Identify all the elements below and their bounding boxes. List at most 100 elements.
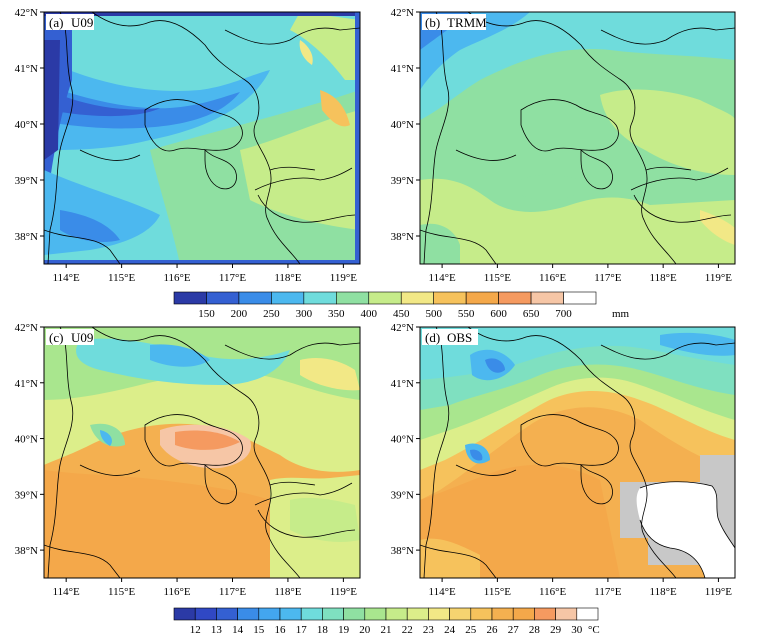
precip-colorbar-swatch	[563, 291, 597, 305]
precip-colorbar-unit: mm	[612, 308, 630, 320]
panel-d-xtick-label: 116°E	[539, 586, 566, 598]
temp-colorbar-label: 28	[529, 624, 541, 636]
panel-a-boundaries	[44, 12, 360, 264]
panel-c-ytick-label: 42°N	[15, 322, 38, 334]
panel-b-ytick-label: 42°N	[391, 7, 414, 19]
panel-b-ytick-label: 41°N	[391, 63, 414, 75]
temp-colorbar-label: 16	[275, 624, 287, 636]
precip-colorbar-swatch	[368, 291, 402, 305]
panel-a-ytick-label: 42°N	[15, 7, 38, 19]
temp-colorbar-swatch	[491, 607, 514, 621]
panel-c-label: (c)	[49, 330, 63, 345]
panel-a: (a) U09 114°E 115°E 116°E 117°E 118°E 119°E 38…	[15, 7, 361, 284]
temp-colorbar-label: 25	[465, 624, 477, 636]
precip-colorbar-label: 500	[425, 308, 442, 320]
panel-c-label-box	[46, 329, 94, 345]
precip-colorbar-label: 250	[263, 308, 280, 320]
panel-d-xtick-label: 114°E	[428, 586, 455, 598]
panel-b-xtick-label: 117°E	[594, 272, 621, 284]
temp-colorbar-swatch	[449, 607, 472, 621]
temp-colorbar-swatch	[576, 607, 599, 621]
panel-b-boundaries	[420, 12, 735, 264]
panel-a-xtick-label: 116°E	[163, 272, 190, 284]
precip-colorbar-label: 400	[361, 308, 378, 320]
panel-a-xtick-label: 117°E	[219, 272, 246, 284]
panel-c-frame	[43, 326, 361, 579]
panel-a-ytick-label: 40°N	[15, 119, 38, 131]
panel-c: (c) U09 114°E 115°E 116°E 117°E 118°E 119°E 38…	[15, 322, 361, 598]
temp-colorbar-label: 22	[402, 624, 413, 636]
panel-a-ytick-label: 38°N	[15, 231, 38, 243]
temp-colorbar-label: 26	[487, 624, 499, 636]
panel-c-source: U09	[71, 330, 93, 345]
panel-a-source: U09	[71, 15, 93, 30]
panel-d-source: OBS	[447, 330, 472, 345]
panel-a-xtick-label: 115°E	[108, 272, 135, 284]
panel-c-axes: 114°E 115°E 116°E 117°E 118°E 119°E 38°N 39°N 40…	[15, 322, 358, 598]
precip-colorbar-label: 150	[198, 308, 215, 320]
precip-colorbar-swatch	[206, 291, 240, 305]
temp-colorbar-swatch	[364, 607, 387, 621]
temp-colorbar-swatch	[470, 607, 493, 621]
panel-d-axes: 114°E 115°E 116°E 117°E 118°E 119°E 38°N 39°N 40…	[391, 322, 733, 598]
panel-b-xtick-label: 114°E	[428, 272, 455, 284]
panel-c-ytick-label: 41°N	[15, 378, 38, 390]
precip-colorbar-label: 350	[328, 308, 345, 320]
precip-colorbar-label: 300	[296, 308, 313, 320]
panel-a-xtick-label: 118°E	[274, 272, 301, 284]
panel-a-axes: 114°E 115°E 116°E 117°E 118°E 119°E 38°N 39°N 40…	[15, 7, 358, 284]
temp-colorbar-label: 12	[190, 624, 201, 636]
panel-d-ytick-label: 39°N	[391, 489, 414, 501]
precip-colorbar-label: 550	[458, 308, 475, 320]
panel-b-axes: 114°E 115°E 116°E 117°E 118°E 119°E 38°N 39°N 40…	[391, 7, 733, 284]
panel-b-field	[420, 12, 735, 264]
panel-c-xtick-label: 115°E	[108, 586, 135, 598]
temp-colorbar-label: 29	[550, 624, 562, 636]
panel-c-xtick-label: 117°E	[219, 586, 246, 598]
panel-d-boundaries	[420, 327, 735, 578]
panel-d-label-box	[422, 329, 478, 345]
precip-colorbar-label: 200	[231, 308, 248, 320]
panel-a-ytick-label: 41°N	[15, 63, 38, 75]
temp-colorbar-swatch	[428, 607, 450, 621]
panel-d-ytick-label: 42°N	[391, 322, 414, 334]
temp-colorbar-label: 15	[253, 624, 265, 636]
temp-colorbar-swatch	[322, 607, 344, 621]
precip-colorbar-swatch	[303, 291, 337, 305]
temp-colorbar-unit: °C	[588, 624, 600, 636]
panel-b-label-box	[422, 14, 486, 30]
panel-b-xtick-label: 116°E	[539, 272, 566, 284]
temp-colorbar-swatch	[173, 607, 196, 621]
precip-colorbar-swatch	[336, 291, 370, 305]
panel-d: (d) OBS 114°E 115°E 116°E 117°E 118°E 119°E 38…	[391, 322, 736, 598]
temp-colorbar-label: 17	[296, 624, 308, 636]
precip-colorbar-label: 600	[490, 308, 507, 320]
panel-c-field	[44, 327, 360, 578]
panel-d-xtick-label: 118°E	[650, 586, 677, 598]
precip-colorbar-swatch	[400, 291, 434, 305]
precip-colorbar-label: 650	[523, 308, 540, 320]
precip-colorbar-swatch	[238, 291, 272, 305]
panel-b-ytick-label: 40°N	[391, 119, 414, 131]
panel-b-frame	[419, 11, 736, 265]
panel-c-ytick-label: 39°N	[15, 489, 38, 501]
temp-colorbar-label: 18	[317, 624, 329, 636]
panel-b-ytick-label: 39°N	[391, 175, 414, 187]
temp-colorbar-swatch	[343, 607, 366, 621]
temp-colorbar-swatch	[385, 607, 408, 621]
panel-d-label: (d)	[425, 330, 440, 345]
panel-d-ytick-label: 41°N	[391, 378, 414, 390]
precip-colorbar-swatch	[173, 291, 207, 305]
panel-d-field	[420, 327, 735, 578]
temp-colorbar-label: 21	[381, 624, 392, 636]
temp-colorbar-label: 19	[338, 624, 350, 636]
precip-colorbar-swatch	[498, 291, 532, 305]
panel-c-xtick-label: 118°E	[274, 586, 301, 598]
panel-a-xtick-label: 119°E	[330, 272, 357, 284]
temp-colorbar-swatch	[237, 607, 260, 621]
precip-colorbar: 150 200 250 300 350 400 450 500 550 600 650 700 mm	[173, 291, 630, 320]
temp-colorbar-label: 23	[423, 624, 435, 636]
precip-colorbar-swatch	[530, 291, 564, 305]
temp-colorbar-label: 13	[211, 624, 223, 636]
temp-colorbar-swatch	[406, 607, 429, 621]
